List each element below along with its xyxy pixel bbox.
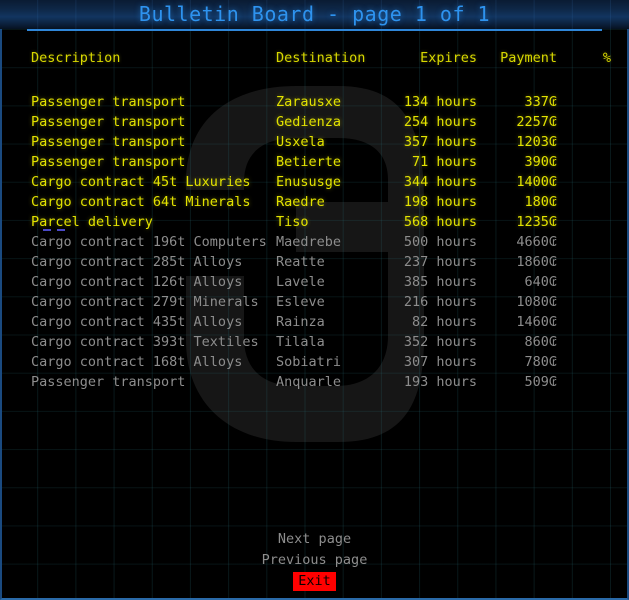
- table-row[interactable]: Passenger transport Betierte 71 hours 390₢: [0, 152, 629, 172]
- page-title: Bulletin Board - page 1 of 1: [138, 2, 491, 26]
- column-header-expires: Expires: [420, 50, 477, 66]
- cell-description: Cargo contract 168t Alloys: [31, 354, 243, 370]
- cell-description: Passenger transport: [31, 374, 186, 390]
- cell-expires: 357 hours: [403, 134, 477, 150]
- table-row[interactable]: Cargo contract 285t Alloys Reatte 237 hour…: [0, 252, 629, 272]
- exit-button[interactable]: Exit: [0, 571, 629, 592]
- cell-expires: 237 hours: [403, 254, 477, 270]
- cell-destination: Betierte: [276, 154, 342, 170]
- cell-payment: 780₢: [524, 354, 557, 370]
- cell-description: Passenger transport: [31, 94, 186, 110]
- cell-expires: 82 hours: [411, 314, 477, 330]
- cell-destination: Enususge: [276, 174, 342, 190]
- cell-payment: 2257₢: [516, 114, 557, 130]
- table-header-row: Description Destination Expires Payment …: [0, 48, 629, 68]
- cell-expires: 254 hours: [403, 114, 477, 130]
- cell-description: Cargo contract 45t Luxuries: [31, 174, 251, 190]
- table-row[interactable]: Parcel delivery Tiso 568 hours 1235₢: [0, 212, 629, 232]
- cell-destination: Maedrebe: [276, 234, 342, 250]
- table-row[interactable]: Passenger transport Anquarle 193 hours 509₢: [0, 372, 629, 392]
- cell-description: Cargo contract 126t Alloys: [31, 274, 243, 290]
- column-header-description: Description: [31, 50, 121, 66]
- cell-expires: 216 hours: [403, 294, 477, 310]
- cell-payment: 337₢: [524, 94, 557, 110]
- cell-destination: Esleve: [276, 294, 325, 310]
- table-row[interactable]: Cargo contract 279t Minerals Esleve 216 ho…: [0, 292, 629, 312]
- cell-payment: 1203₢: [516, 134, 557, 150]
- cell-payment: 1080₢: [516, 294, 557, 310]
- cell-description: Cargo contract 285t Alloys: [31, 254, 243, 270]
- cell-description: Cargo contract 435t Alloys: [31, 314, 243, 330]
- cell-destination: Sobiatri: [276, 354, 342, 370]
- cell-payment: 1400₢: [516, 174, 557, 190]
- pagination-nav: Next page Previous page Exit: [0, 529, 629, 592]
- cell-destination: Lavele: [276, 274, 325, 290]
- previous-page-button[interactable]: Previous page: [261, 552, 368, 568]
- cell-description: Cargo contract 393t Textiles: [31, 334, 259, 350]
- cell-destination: Raedre: [276, 194, 325, 210]
- cell-payment: 390₢: [524, 154, 557, 170]
- cell-description: Cargo contract 196t Computers: [31, 234, 267, 250]
- cell-description: Passenger transport: [31, 134, 186, 150]
- cell-expires: 193 hours: [403, 374, 477, 390]
- cell-payment: 4660₢: [516, 234, 557, 250]
- cell-destination: Zarausxe: [276, 94, 342, 110]
- cell-expires: 352 hours: [403, 334, 477, 350]
- cell-expires: 568 hours: [403, 214, 477, 230]
- exit-button-label: Exit: [293, 572, 336, 591]
- table-row[interactable]: Passenger transport Gedienza 254 hours 2257…: [0, 112, 629, 132]
- cell-description: Passenger transport: [31, 114, 186, 130]
- selection-cursor-marks: [31, 229, 111, 231]
- cell-destination: Gedienza: [276, 114, 342, 130]
- cell-expires: 134 hours: [403, 94, 477, 110]
- cell-expires: 385 hours: [403, 274, 477, 290]
- cell-expires: 344 hours: [403, 174, 477, 190]
- cell-expires: 71 hours: [411, 154, 477, 170]
- cell-payment: 180₢: [524, 194, 557, 210]
- column-header-destination: Destination: [276, 50, 366, 66]
- cell-expires: 307 hours: [403, 354, 477, 370]
- cell-expires: 500 hours: [403, 234, 477, 250]
- background-logo-watermark: [178, 86, 424, 442]
- column-header-percent: %: [602, 50, 611, 66]
- table-row[interactable]: Passenger transport Usxela 357 hours 1203₢: [0, 132, 629, 152]
- table-row[interactable]: Cargo contract 168t Alloys Sobiatri 307 ho…: [0, 352, 629, 372]
- cell-destination: Rainza: [276, 314, 325, 330]
- cell-payment: 1460₢: [516, 314, 557, 330]
- table-row[interactable]: Cargo contract 45t Luxuries Enususge 344 h…: [0, 172, 629, 192]
- window-titlebar: Bulletin Board - page 1 of 1: [0, 0, 629, 29]
- cell-destination: Tilala: [276, 334, 325, 350]
- cell-destination: Anquarle: [276, 374, 342, 390]
- cell-destination: Reatte: [276, 254, 325, 270]
- cell-payment: 509₢: [524, 374, 557, 390]
- cell-payment: 1235₢: [516, 214, 557, 230]
- table-row[interactable]: Passenger transport Zarausxe 134 hours 337₢: [0, 92, 629, 112]
- next-page-button[interactable]: Next page: [277, 531, 352, 547]
- table-row[interactable]: Cargo contract 393t Textiles Tilala 352 ho…: [0, 332, 629, 352]
- cell-description: Cargo contract 279t Minerals: [31, 294, 259, 310]
- cell-expires: 198 hours: [403, 194, 477, 210]
- titlebar-divider: [27, 29, 602, 31]
- cell-payment: 1860₢: [516, 254, 557, 270]
- cell-payment: 640₢: [524, 274, 557, 290]
- cell-description: Parcel delivery: [31, 214, 153, 230]
- table-row[interactable]: Cargo contract 64t Minerals Raedre 198 hou…: [0, 192, 629, 212]
- cell-destination: Tiso: [276, 214, 309, 230]
- cell-payment: 860₢: [524, 334, 557, 350]
- bulletin-list: Description Destination Expires Payment …: [0, 29, 629, 600]
- table-row[interactable]: Cargo contract 196t Computers Maedrebe 500…: [0, 232, 629, 252]
- cell-destination: Usxela: [276, 134, 325, 150]
- cell-description: Cargo contract 64t Minerals: [31, 194, 251, 210]
- table-row[interactable]: Cargo contract 435t Alloys Rainza 82 hours…: [0, 312, 629, 332]
- table-row[interactable]: Cargo contract 126t Alloys Lavele 385 hour…: [0, 272, 629, 292]
- cell-description: Passenger transport: [31, 154, 186, 170]
- column-header-payment: Payment: [500, 50, 557, 66]
